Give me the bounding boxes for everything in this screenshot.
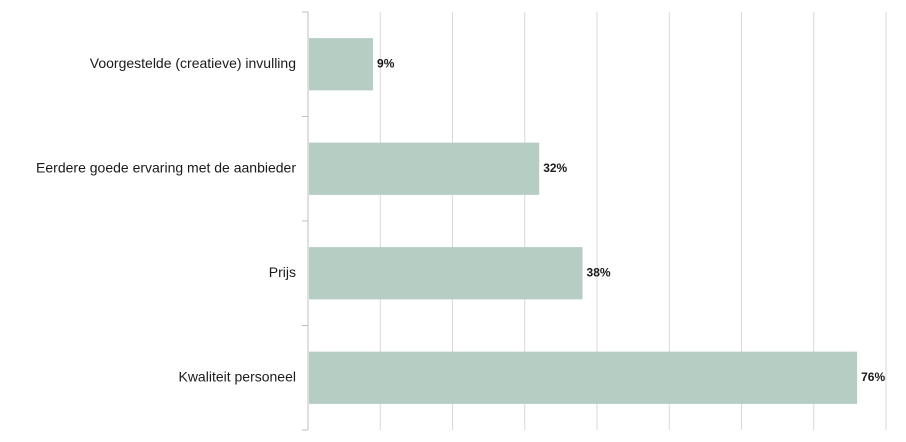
bar [309, 142, 540, 195]
bar [309, 38, 374, 91]
category-axis [302, 11, 309, 431]
value-label: 9% [377, 56, 395, 70]
bars [309, 38, 858, 404]
value-labels: 9% 32% 38% 76% [377, 56, 885, 384]
value-label: 38% [587, 265, 611, 279]
value-label: 76% [861, 370, 885, 384]
bar [309, 351, 858, 404]
category-label: Voorgestelde (creatieve) invulling [90, 55, 296, 71]
category-label: Kwaliteit personeel [178, 368, 296, 384]
grid-lines [307, 12, 887, 430]
bar [309, 247, 583, 300]
category-label: Prijs [269, 264, 296, 280]
category-labels: Voorgestelde (creatieve) invulling Eerder… [36, 55, 296, 385]
category-label: Eerdere goede ervaring met de aanbieder [36, 159, 296, 175]
value-label: 32% [543, 161, 567, 175]
